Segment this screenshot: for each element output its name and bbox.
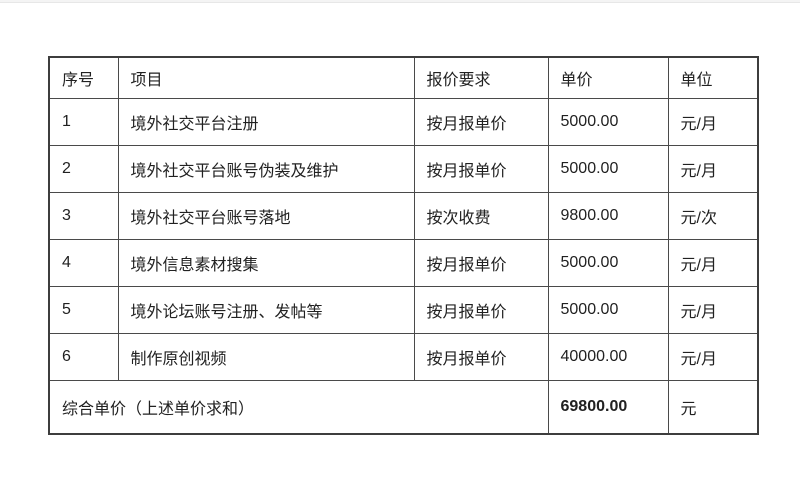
- cell-requirement: 按月报单价: [413, 285, 549, 334]
- cell-price: 5000.00: [547, 238, 669, 287]
- table-row: 6 制作原创视频 按月报单价 40000.00 元/月: [48, 332, 759, 381]
- table-row: 1 境外社交平台注册 按月报单价 5000.00 元/月: [48, 97, 759, 146]
- cell-price: 5000.00: [547, 285, 669, 334]
- cell-price: 9800.00: [547, 191, 669, 240]
- table-header-row: 序号 项目 报价要求 单价 单位: [48, 56, 759, 99]
- summary-label: 综合单价（上述单价求和）: [48, 379, 549, 435]
- cell-price: 5000.00: [547, 97, 669, 146]
- cell-requirement: 按月报单价: [413, 97, 549, 146]
- cell-unit: 元/月: [667, 285, 759, 334]
- cell-requirement: 按月报单价: [413, 238, 549, 287]
- header-cell-unit: 单位: [667, 56, 759, 99]
- cell-unit: 元/次: [667, 191, 759, 240]
- table-row: 4 境外信息素材搜集 按月报单价 5000.00 元/月: [48, 238, 759, 287]
- cell-item: 境外信息素材搜集: [117, 238, 415, 287]
- cell-no: 3: [48, 191, 119, 240]
- cell-price: 5000.00: [547, 144, 669, 193]
- table-row: 2 境外社交平台账号伪装及维护 按月报单价 5000.00 元/月: [48, 144, 759, 193]
- table-row: 3 境外社交平台账号落地 按次收费 9800.00 元/次: [48, 191, 759, 240]
- cell-unit: 元/月: [667, 332, 759, 381]
- pricing-table: 序号 项目 报价要求 单价 单位 1 境外社交平台注册 按月报单价 5000.0…: [48, 56, 759, 435]
- table-summary-row: 综合单价（上述单价求和） 69800.00 元: [48, 379, 759, 435]
- summary-unit: 元: [667, 379, 759, 435]
- cell-no: 5: [48, 285, 119, 334]
- cell-item: 制作原创视频: [117, 332, 415, 381]
- cell-price: 40000.00: [547, 332, 669, 381]
- table-row: 5 境外论坛账号注册、发帖等 按月报单价 5000.00 元/月: [48, 285, 759, 334]
- header-cell-price: 单价: [547, 56, 669, 99]
- cell-requirement: 按次收费: [413, 191, 549, 240]
- cell-no: 2: [48, 144, 119, 193]
- summary-price: 69800.00: [547, 379, 669, 435]
- cell-item: 境外社交平台账号伪装及维护: [117, 144, 415, 193]
- header-cell-no: 序号: [48, 56, 119, 99]
- cell-unit: 元/月: [667, 238, 759, 287]
- cell-item: 境外社交平台账号落地: [117, 191, 415, 240]
- header-cell-requirement: 报价要求: [413, 56, 549, 99]
- cell-requirement: 按月报单价: [413, 144, 549, 193]
- cell-unit: 元/月: [667, 97, 759, 146]
- cell-no: 4: [48, 238, 119, 287]
- cell-item: 境外论坛账号注册、发帖等: [117, 285, 415, 334]
- header-cell-item: 项目: [117, 56, 415, 99]
- cell-no: 1: [48, 97, 119, 146]
- cell-unit: 元/月: [667, 144, 759, 193]
- cell-no: 6: [48, 332, 119, 381]
- page-top-divider: [0, 0, 800, 3]
- cell-item: 境外社交平台注册: [117, 97, 415, 146]
- cell-requirement: 按月报单价: [413, 332, 549, 381]
